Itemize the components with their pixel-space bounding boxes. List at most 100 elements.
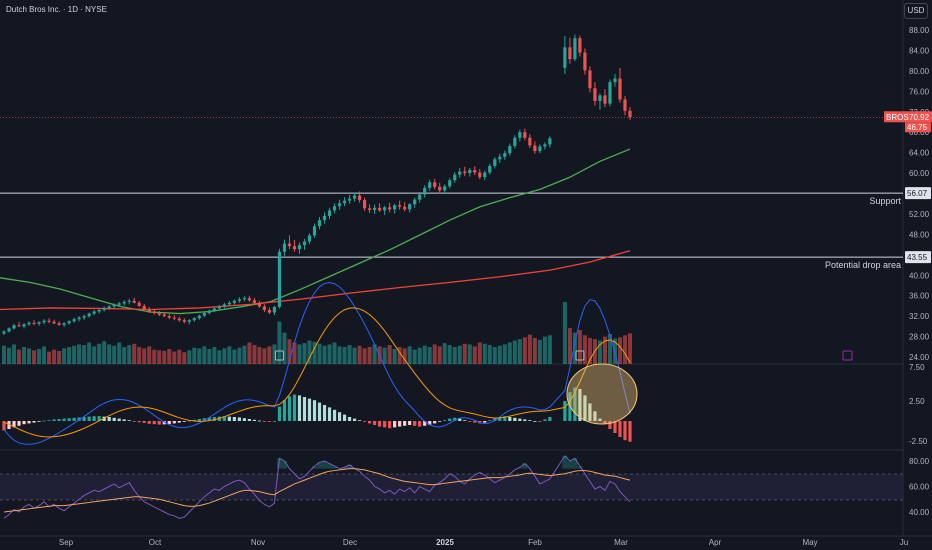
volume-bar xyxy=(582,335,587,364)
candle-body xyxy=(528,137,532,146)
level-tag: 56.07 xyxy=(907,189,928,198)
macd-histogram-bar xyxy=(167,421,171,425)
volume-bar xyxy=(587,337,592,364)
level-label: Support xyxy=(869,196,901,206)
candle xyxy=(463,166,467,177)
rsi-overbought-fill xyxy=(332,466,338,469)
candle xyxy=(127,298,131,305)
candle xyxy=(87,312,91,318)
macd-histogram-bar xyxy=(588,403,592,421)
macd-histogram-bar xyxy=(67,418,71,421)
macd-histogram-bar xyxy=(428,421,432,425)
candle xyxy=(413,197,417,208)
candle xyxy=(337,199,342,210)
candle-body xyxy=(187,320,191,322)
candle-body xyxy=(453,174,457,181)
candle-body xyxy=(147,309,151,312)
volume-bar xyxy=(482,343,487,364)
volume-bar xyxy=(307,340,312,364)
candle xyxy=(52,319,56,325)
candle-body xyxy=(367,208,372,210)
volume-bar xyxy=(497,345,502,364)
candle xyxy=(388,202,392,213)
time-tick-label: Apr xyxy=(709,538,722,547)
volume-bar xyxy=(137,347,142,364)
volume-bar xyxy=(447,345,452,364)
candle xyxy=(408,203,412,213)
macd-histogram-bar xyxy=(583,395,587,421)
volume-bar xyxy=(517,339,522,364)
rsi-ma-line xyxy=(3,468,631,513)
volume-bar xyxy=(397,347,402,364)
candle xyxy=(478,168,482,180)
candle-body xyxy=(142,305,146,310)
macd-histogram-bar xyxy=(72,417,76,421)
candle xyxy=(267,307,272,315)
macd-level-label: 2.50 xyxy=(909,397,925,406)
volume-bar xyxy=(277,321,282,364)
macd-histogram-bar xyxy=(7,421,11,429)
candle-body xyxy=(508,145,512,154)
volume-bar xyxy=(22,347,27,364)
candle-body xyxy=(112,304,116,307)
candle-body xyxy=(538,146,542,152)
candle xyxy=(287,235,292,250)
candle xyxy=(613,73,617,87)
macd-histogram-bar xyxy=(227,416,231,421)
macd-histogram-bar xyxy=(508,417,512,421)
currency-button[interactable]: USD xyxy=(904,3,928,19)
candle-body xyxy=(398,205,402,207)
volume-bar xyxy=(77,344,82,364)
candle-body xyxy=(297,245,302,250)
macd-histogram-bar xyxy=(147,421,151,424)
macd-histogram-bar xyxy=(337,412,342,421)
candle xyxy=(603,89,607,108)
macd-histogram-bar xyxy=(483,421,487,423)
candle xyxy=(383,205,387,215)
volume-bar xyxy=(372,344,377,364)
candle xyxy=(332,203,337,214)
volume-bar xyxy=(37,348,42,364)
volume-bar xyxy=(87,342,92,364)
candle xyxy=(448,178,452,189)
candle-body xyxy=(132,300,136,303)
volume-bar xyxy=(492,347,497,364)
candle xyxy=(277,248,282,309)
macd-histogram-bar xyxy=(367,421,372,424)
volume-bar xyxy=(452,347,457,364)
candle-body xyxy=(327,210,332,216)
volume-bar xyxy=(342,347,347,364)
volume-bar xyxy=(82,345,87,364)
rsi-overbought-fill xyxy=(522,463,528,469)
candle xyxy=(57,321,61,326)
price-tick-label: 80.00 xyxy=(909,67,930,76)
rsi-overbought-fill xyxy=(567,461,573,469)
volume-bar xyxy=(602,336,607,364)
macd-histogram-bar xyxy=(37,421,41,422)
candle-body xyxy=(403,206,407,210)
macd-histogram-bar xyxy=(12,421,16,428)
candle-body xyxy=(257,302,262,307)
volume-bar xyxy=(177,349,182,364)
candle xyxy=(583,48,587,75)
macd-histogram-bar xyxy=(418,421,422,427)
volume-bar xyxy=(317,343,322,364)
candle xyxy=(483,170,487,181)
candle xyxy=(508,143,512,156)
candle-body xyxy=(448,180,452,187)
candle xyxy=(177,316,181,322)
macd-histogram-bar xyxy=(157,421,161,425)
candle-body xyxy=(282,243,287,252)
macd-histogram-bar xyxy=(498,417,502,421)
secondary-price-tag-bg xyxy=(905,122,931,133)
candle-body xyxy=(247,298,251,301)
candle-body xyxy=(393,205,397,210)
candle xyxy=(92,309,96,316)
candle-body xyxy=(52,321,56,324)
macd-histogram-bar xyxy=(57,419,61,421)
candle-body xyxy=(77,317,81,320)
candle xyxy=(393,203,397,214)
candle-body xyxy=(588,70,592,89)
candle-body xyxy=(513,137,517,146)
